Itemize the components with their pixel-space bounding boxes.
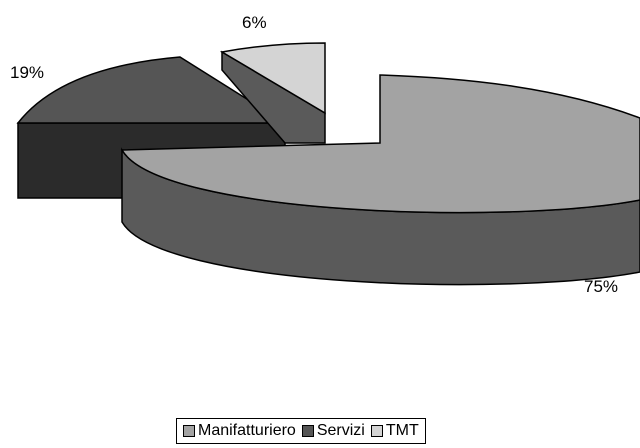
legend-swatch-servizi	[301, 425, 314, 437]
legend-item-tmt: TMT	[370, 422, 419, 440]
legend-label-manifatturiero: Manifatturiero	[198, 422, 296, 439]
data-label-manifatturiero: 75%	[584, 277, 618, 296]
legend-swatch-tmt	[370, 425, 383, 437]
legend-swatch-manifatturiero	[183, 425, 195, 437]
slice-manifatturiero	[120, 74, 640, 286]
slice-tmt	[219, 42, 326, 144]
legend-item-manifatturiero: Manifatturiero	[183, 422, 296, 440]
slice-servizi-top	[16, 56, 288, 124]
data-label-tmt: 6%	[242, 13, 267, 32]
legend-label-tmt: TMT	[385, 422, 419, 439]
pie-chart: 6% 19% 75%	[10, 13, 640, 296]
slice-tmt-top	[219, 42, 326, 115]
legend-label-servizi: Servizi	[316, 422, 365, 439]
data-label-servizi: 19%	[10, 63, 44, 82]
legend-item-servizi: Servizi	[301, 422, 365, 440]
slice-manifatturiero-top	[120, 74, 640, 214]
legend: Manifatturiero Servizi TMT	[176, 418, 426, 444]
